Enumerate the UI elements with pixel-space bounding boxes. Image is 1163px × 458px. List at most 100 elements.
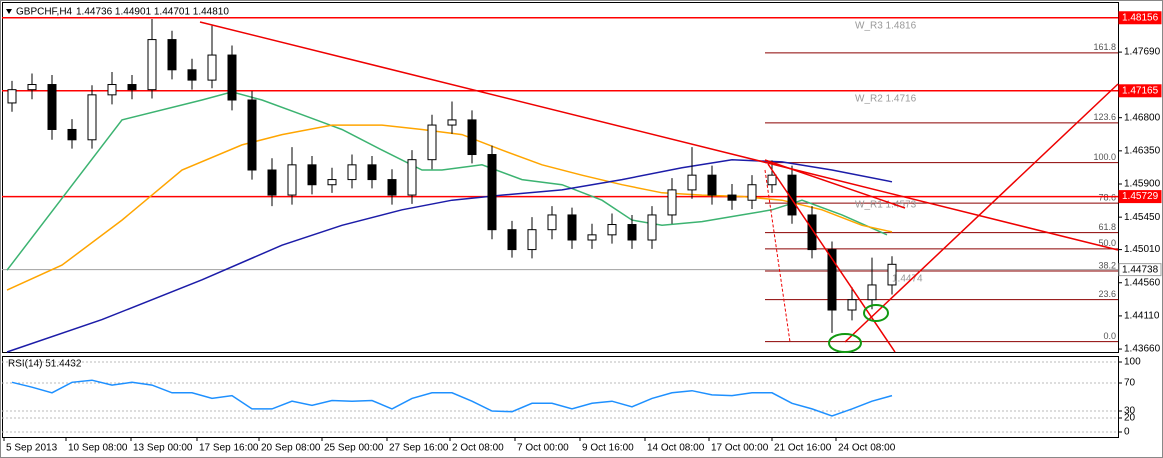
fib-label: 61.8: [1098, 222, 1116, 232]
candle-body: [547, 214, 557, 231]
candle-body: [747, 184, 757, 201]
candle-body: [727, 194, 737, 201]
candle-body: [327, 179, 337, 186]
menu-arrow[interactable]: [6, 9, 12, 14]
candle-body: [87, 94, 97, 141]
candle-body: [827, 249, 837, 311]
candle-body: [7, 89, 17, 104]
candle-body: [207, 54, 217, 81]
candle-body: [407, 159, 417, 196]
candle-body: [587, 234, 597, 241]
x-tick-label: 2 Oct 08:00: [452, 443, 504, 454]
candle-body: [667, 189, 677, 216]
fib-label: 23.6: [1098, 289, 1116, 299]
fib-label: 123.6: [1093, 112, 1116, 122]
candle-body: [187, 69, 197, 81]
y-tick-label: 1.43660: [1124, 344, 1161, 355]
fib-label: 0.0: [1103, 331, 1116, 341]
candle-body: [807, 214, 817, 251]
candle-body: [887, 263, 897, 286]
y-tick-label: 1.45010: [1124, 244, 1161, 255]
ma-line: [6, 91, 888, 271]
candle-body: [287, 164, 297, 196]
rsi-title: RSI(14) 51.4432: [8, 359, 82, 370]
y-tick-label: 1.44110: [1124, 311, 1160, 322]
x-tick-label: 10 Sep 08:00: [68, 443, 128, 454]
x-tick-label: 9 Oct 16:00: [582, 443, 634, 454]
candle-body: [707, 174, 717, 196]
pivot-label: W_R1 1.4573: [855, 200, 917, 211]
level-label: 1.44738: [1122, 264, 1159, 275]
candle-body: [607, 224, 617, 236]
candle-body: [687, 174, 697, 191]
main-panel: [2, 2, 1119, 353]
x-tick-label: 24 Oct 08:00: [838, 443, 896, 454]
candle-body: [507, 229, 517, 251]
candle-body: [367, 164, 377, 181]
x-tick-label: 17 Oct 00:00: [711, 443, 769, 454]
fib-label: 78.6: [1098, 193, 1116, 203]
y-tick-label: 20: [1124, 413, 1136, 424]
x-tick-label: 5 Sep 2013: [6, 443, 58, 454]
level-label-box: [1118, 190, 1162, 204]
y-tick-label: 1.45900: [1124, 179, 1161, 190]
y-tick-label: 30: [1124, 406, 1136, 417]
marker-ellipse: [828, 333, 862, 353]
x-tick-label: 21 Oct 16:00: [774, 443, 832, 454]
x-tick-label: 17 Sep 16:00: [199, 443, 259, 454]
fib-label: 161.8: [1093, 42, 1116, 52]
candle-body: [447, 119, 457, 126]
candle-body: [167, 39, 177, 71]
candle-body: [627, 224, 637, 241]
candle-body: [767, 174, 777, 186]
y-tick-label: 0: [1124, 427, 1130, 438]
candle-body: [267, 169, 277, 196]
candle-body: [527, 229, 537, 251]
level-label-box: [1118, 84, 1162, 98]
markers: [828, 304, 889, 353]
pivot-label: 1.4474: [892, 274, 923, 285]
candle-body: [67, 128, 77, 141]
trend-line: [199, 21, 1119, 251]
ma-line: [6, 158, 893, 353]
pivot-label: W_R3 1.4816: [855, 21, 917, 32]
candle-body: [347, 164, 357, 181]
candle-body: [247, 99, 257, 171]
candle-body: [867, 284, 877, 301]
candle-body: [427, 124, 437, 161]
candle-body: [227, 54, 237, 101]
y-tick-label: 1.45450: [1124, 212, 1161, 223]
x-tick-label: 14 Oct 08:00: [647, 443, 705, 454]
fib-label: 50.0: [1098, 238, 1116, 248]
rsi-line: [11, 379, 893, 417]
level-label-box: [1118, 11, 1162, 25]
marker-ellipse: [863, 304, 889, 322]
y-tick-label: 1.44560: [1124, 277, 1161, 288]
candle-body: [787, 174, 797, 216]
fib-label: 38.2: [1098, 260, 1116, 270]
candle-body: [487, 154, 497, 231]
trend-line: [844, 83, 1119, 343]
x-tick-label: 25 Sep 00:00: [324, 443, 384, 454]
y-tick-label: 70: [1124, 378, 1136, 389]
y-tick-label: 100: [1124, 357, 1141, 368]
candle-body: [307, 164, 317, 186]
x-tick-label: 7 Oct 00:00: [517, 443, 569, 454]
pivot-label: W_R2 1.4716: [855, 94, 917, 105]
candle-body: [387, 179, 397, 196]
main-plot: 161.8 123.6 100.0 78.6 61.8 50.0 38.2 23.6 0.0: [2, 17, 1118, 353]
y-tick-label: 1.47690: [1124, 47, 1161, 58]
level-label: 1.48156: [1122, 12, 1159, 23]
x-tick-label: 27 Sep 16:00: [389, 443, 449, 454]
candle-body: [147, 39, 157, 91]
chart-subtitle: 1.44736 1.44901 1.44701 1.44810: [76, 7, 229, 18]
chart-title: GBPCHF,H4: [16, 7, 73, 18]
candle-body: [647, 214, 657, 241]
fib-label: 100.0: [1093, 152, 1116, 162]
candle-body: [47, 84, 57, 130]
trend-line: [764, 169, 791, 343]
level-label: 1.45729: [1122, 191, 1159, 202]
candle-body: [27, 84, 37, 91]
